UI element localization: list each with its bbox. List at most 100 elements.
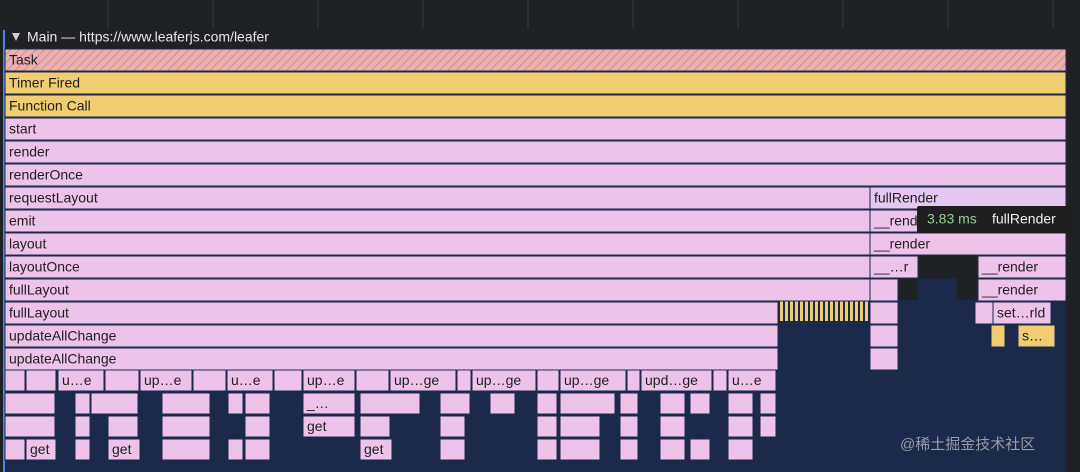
frame [536, 415, 558, 438]
frame[interactable] [302, 415, 356, 438]
frame-label: up…ge [476, 372, 521, 388]
frame [74, 438, 91, 461]
frame-label: Function Call [9, 98, 91, 114]
frame-label: requestLayout [9, 190, 98, 206]
frame[interactable] [107, 438, 141, 461]
frame[interactable] [4, 140, 1067, 164]
frame-label: set…rld [997, 305, 1045, 321]
frame [536, 438, 558, 461]
frame [869, 301, 899, 325]
frame [659, 415, 686, 438]
frame[interactable] [4, 324, 779, 348]
frame[interactable] [4, 209, 871, 233]
frame[interactable] [139, 369, 193, 392]
frame [559, 392, 616, 415]
collapse-arrow[interactable] [12, 33, 20, 41]
frame [355, 369, 390, 392]
frame [90, 392, 139, 415]
frame[interactable] [4, 163, 1067, 187]
frame[interactable] [389, 369, 457, 392]
small-calls [780, 301, 868, 321]
frame [25, 369, 57, 392]
frame [439, 415, 466, 438]
frame [626, 369, 641, 392]
frame[interactable] [226, 369, 274, 392]
frame [974, 301, 994, 325]
frame-label: updateAllChange [9, 328, 117, 344]
frame[interactable] [1017, 324, 1056, 348]
frame-label: get [30, 441, 50, 457]
frame-label: get [307, 418, 327, 434]
blocks: Task Timer Fired Function Call start render r… [4, 48, 1067, 461]
frame-label: __render [981, 259, 1038, 275]
frame [536, 369, 560, 392]
frame [161, 438, 211, 461]
frame[interactable] [640, 369, 713, 392]
frame[interactable] [4, 186, 871, 210]
frame[interactable] [4, 301, 779, 325]
tooltip-name: fullRender [992, 211, 1056, 227]
frame [536, 392, 558, 415]
frame[interactable] [4, 117, 1067, 141]
frame-label: up…e [144, 372, 182, 388]
frame [727, 392, 754, 415]
tooltip: 3.83 ms fullRender [917, 206, 1072, 233]
frame [456, 369, 472, 392]
frame[interactable] [727, 369, 777, 392]
frame-label: start [9, 121, 36, 137]
frame-label: up…ge [564, 372, 609, 388]
frame-label: s… [1022, 328, 1043, 344]
frame-label: Timer Fired [9, 75, 80, 91]
frame [727, 438, 754, 461]
frame [4, 415, 56, 438]
frame-label: fullLayout [9, 305, 69, 321]
frame [559, 438, 601, 461]
frame [74, 415, 91, 438]
frame [489, 392, 516, 415]
frame [227, 392, 244, 415]
frame[interactable] [471, 369, 537, 392]
frame[interactable] [25, 438, 57, 461]
frame[interactable] [4, 94, 1067, 118]
frame[interactable] [302, 369, 356, 392]
frame-label: layout [9, 236, 46, 252]
frame [359, 392, 421, 415]
frame [4, 438, 26, 461]
frame[interactable] [4, 347, 779, 371]
frame[interactable] [4, 278, 871, 302]
frame-label: u…e [732, 372, 762, 388]
frame [359, 415, 391, 438]
frame-label: get [364, 441, 384, 457]
frame[interactable] [869, 255, 919, 279]
frame[interactable] [4, 48, 1067, 72]
frame-label: u…e [62, 372, 92, 388]
frame [619, 415, 639, 438]
frame[interactable] [977, 278, 1067, 302]
frame[interactable] [4, 232, 871, 256]
frame [869, 347, 899, 371]
frame [869, 278, 899, 302]
frame [727, 415, 754, 438]
frame [990, 324, 1006, 348]
frame[interactable] [992, 301, 1052, 325]
frame[interactable] [559, 369, 627, 392]
frame [689, 438, 711, 461]
frame [759, 392, 777, 415]
frame[interactable] [359, 438, 393, 461]
frame[interactable] [4, 255, 871, 279]
frame [659, 438, 686, 461]
frame-label: upd…ge [645, 372, 698, 388]
frame[interactable] [302, 392, 356, 415]
frame [759, 415, 777, 438]
frame [659, 392, 686, 415]
frame-label: __render [873, 236, 930, 252]
frame [107, 415, 139, 438]
frame-label: get [112, 441, 132, 457]
frame [244, 415, 271, 438]
frame[interactable] [57, 369, 105, 392]
frame[interactable] [4, 71, 1067, 95]
frame [192, 369, 227, 392]
frame[interactable] [977, 255, 1067, 279]
frame [244, 438, 271, 461]
